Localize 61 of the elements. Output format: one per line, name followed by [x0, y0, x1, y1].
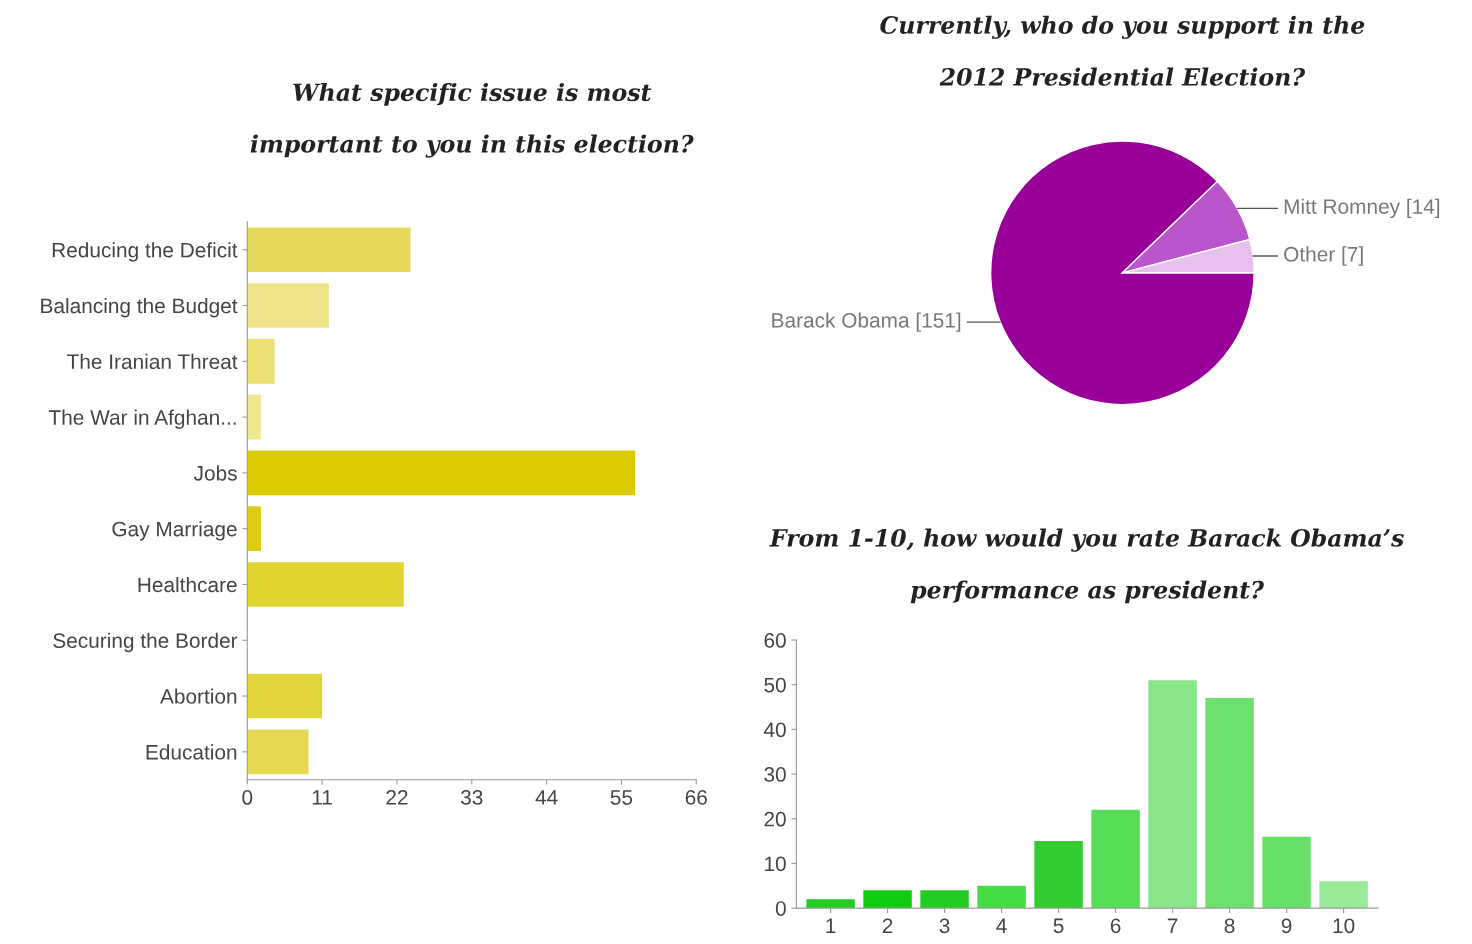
y-tick-label: 10	[765, 856, 786, 872]
bar	[920, 890, 969, 909]
bar	[247, 283, 329, 328]
y-tick-label: 30	[764, 767, 786, 782]
bar	[977, 885, 1026, 909]
x-tick-label: 7	[1167, 918, 1178, 933]
pie-slice	[989, 140, 1255, 406]
chart-title: Currently, who do you support in the 2012 Presidential Election?	[880, 15, 1365, 86]
bar	[1262, 836, 1311, 909]
y-tick-label: Securing the Border	[53, 632, 238, 653]
y-tick-label: Education	[146, 744, 237, 760]
x-tick-label: 44	[535, 790, 558, 805]
chart-title: From 1-10, how would you rate Barack Obama’s performance as president?	[769, 528, 1404, 604]
x-tick-label: 10	[1333, 918, 1355, 934]
slice-label: Barack Obama [151]	[772, 312, 961, 332]
x-tick-label: 66	[685, 790, 707, 805]
bar	[1205, 698, 1254, 909]
slice-label: Mitt Romney [14]	[1284, 198, 1440, 219]
bar	[1148, 680, 1197, 909]
y-tick-label: 20	[764, 811, 786, 827]
y-tick-label: 60	[764, 633, 786, 648]
y-tick-label: Jobs	[193, 465, 237, 481]
bar	[1034, 841, 1083, 909]
x-tick-label: 22	[386, 790, 408, 805]
slice-label: Other [7]	[1284, 246, 1363, 266]
bar	[1319, 881, 1368, 909]
x-tick-label: 9	[1281, 918, 1292, 934]
y-tick-label: Reducing the Deficit	[52, 242, 238, 262]
y-tick-label: The War in Afghan...	[48, 409, 236, 429]
x-tick-label: 8	[1224, 918, 1235, 934]
chart-title: What specific issue is most important to you in this election?	[250, 82, 694, 158]
x-tick-label: 33	[460, 790, 483, 805]
bar	[863, 890, 912, 909]
bar	[247, 506, 261, 551]
bar	[247, 394, 261, 440]
y-tick-label: 0	[775, 901, 786, 916]
bar	[247, 227, 411, 273]
bar	[247, 562, 404, 607]
x-tick-label: 0	[242, 790, 253, 805]
y-tick-label: The Iranian Threat	[67, 353, 238, 370]
bar	[247, 450, 636, 496]
x-tick-label: 1	[826, 918, 836, 933]
x-tick-label: 11	[312, 790, 332, 805]
y-tick-label: Healthcare	[138, 576, 237, 593]
bar	[247, 673, 323, 719]
x-tick-label: 55	[610, 790, 633, 805]
bar	[247, 729, 309, 775]
bar	[247, 339, 275, 384]
y-tick-label: 50	[764, 677, 786, 693]
y-tick-label: Abortion	[160, 688, 237, 704]
x-tick-label: 5	[1053, 918, 1064, 934]
pie-slice	[1121, 180, 1251, 274]
y-tick-label: 40	[763, 722, 786, 738]
x-tick-label: 4	[996, 918, 1007, 933]
bar	[806, 899, 855, 909]
x-tick-label: 3	[939, 918, 950, 934]
bar	[1091, 809, 1140, 909]
x-tick-label: 2	[882, 918, 893, 933]
y-tick-label: Gay Marriage	[112, 521, 237, 541]
x-tick-label: 6	[1110, 918, 1121, 934]
y-tick-label: Balancing the Budget	[41, 297, 238, 318]
